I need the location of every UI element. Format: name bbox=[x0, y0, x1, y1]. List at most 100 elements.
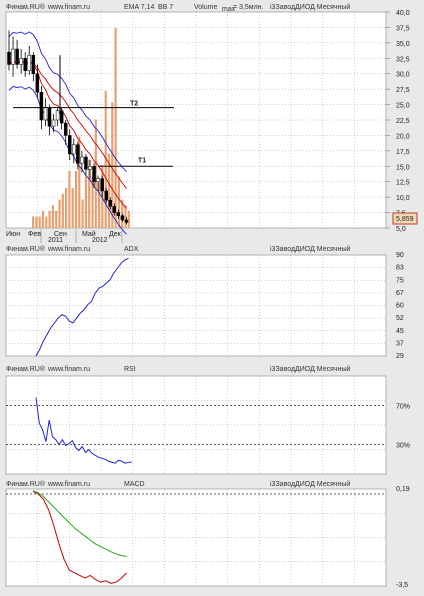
last-price-label: 5,859 bbox=[396, 216, 414, 223]
volume-bar bbox=[117, 176, 120, 228]
adx-y-tick-label: 60 bbox=[396, 303, 404, 310]
candle-body bbox=[27, 54, 31, 71]
candle-body bbox=[43, 107, 48, 121]
candle-body bbox=[96, 178, 100, 182]
price-x-tick-label: Сен bbox=[54, 231, 67, 238]
candle-body bbox=[31, 54, 36, 74]
price-y-tick-label: 32,5 bbox=[396, 56, 410, 63]
year-label-2011: 2011 bbox=[48, 237, 63, 244]
price-ema-label: EMA 7,14 bbox=[124, 4, 154, 11]
volume-bar bbox=[114, 28, 117, 228]
rsi-indicator-label: RSI bbox=[124, 366, 136, 373]
candle-body bbox=[88, 166, 92, 170]
adx-y-tick-label: 75 bbox=[396, 277, 404, 284]
price-title: i3ЗаводДИОД Месячный bbox=[270, 3, 350, 11]
volume-bar bbox=[38, 216, 41, 228]
volume-bar bbox=[81, 199, 84, 228]
price-y-tick-label: 22,5 bbox=[396, 118, 410, 125]
volume-bar bbox=[41, 210, 45, 228]
adx-y-tick-label: 45 bbox=[396, 328, 404, 335]
adx-y-tick-label: 52 bbox=[396, 315, 404, 322]
adx-source: Финам.RU® bbox=[6, 245, 46, 253]
price-y-tick-label: 35,0 bbox=[396, 41, 410, 48]
candle-body bbox=[11, 48, 15, 65]
candle-body bbox=[35, 73, 40, 93]
candle-body bbox=[7, 51, 11, 65]
price-bb-label: BB 7 bbox=[158, 4, 173, 11]
macd-y-tick-bottom: -3,5 bbox=[396, 582, 408, 589]
price-y-tick-label: 20,0 bbox=[396, 133, 410, 140]
price-source: Финам.RU® bbox=[6, 3, 46, 11]
volume-bar bbox=[78, 136, 81, 228]
candle-body bbox=[76, 144, 80, 164]
price-x-tick-label: Май bbox=[82, 230, 96, 238]
price-y-tick-label: 25,0 bbox=[396, 103, 410, 110]
candle-body bbox=[116, 212, 121, 216]
price-y-tick-label: 30,0 bbox=[396, 72, 410, 79]
candle-body bbox=[124, 219, 129, 223]
macd-signal-line bbox=[32, 490, 127, 558]
adx-y-tick-label: 37 bbox=[396, 340, 404, 347]
macd-y-tick-top: 0,19 bbox=[396, 486, 410, 493]
adx-site: www.finam.ru bbox=[47, 246, 90, 253]
volume-bar bbox=[61, 193, 64, 228]
volume-bar bbox=[58, 199, 61, 228]
bb-lower-line bbox=[8, 86, 127, 235]
volume-bar bbox=[121, 199, 124, 228]
volume-bar bbox=[48, 210, 51, 228]
candle-body bbox=[112, 206, 117, 213]
volume-bar bbox=[127, 210, 130, 228]
adx-y-tick-label: 83 bbox=[396, 265, 404, 272]
candle-body bbox=[55, 110, 60, 121]
volume-bar bbox=[98, 182, 101, 228]
price-volume-sub: max bbox=[222, 6, 236, 13]
volume-bar bbox=[107, 153, 111, 228]
candle-body bbox=[84, 156, 88, 170]
bb-upper-line bbox=[8, 31, 127, 172]
adx-title: i3ЗаводДИОД Месячный bbox=[270, 245, 350, 253]
volume-bar bbox=[71, 188, 74, 228]
volume-bar bbox=[45, 216, 48, 228]
price-site: www.finam.ru bbox=[47, 4, 90, 11]
adx-y-tick-label: 67 bbox=[396, 290, 404, 297]
macd-site: www.finam.ru bbox=[47, 481, 90, 488]
candle-body bbox=[51, 119, 56, 127]
candle-body bbox=[19, 58, 23, 65]
volume-bar bbox=[32, 216, 35, 228]
candle-body bbox=[47, 107, 52, 127]
volume-bar bbox=[35, 216, 38, 228]
label-t1: T1 bbox=[138, 157, 146, 164]
adx-line bbox=[35, 257, 129, 357]
rsi-y-tick-label: 70% bbox=[396, 403, 410, 410]
volume-bar bbox=[91, 176, 94, 228]
candle-body bbox=[80, 156, 84, 164]
adx-y-tick-label: 29 bbox=[396, 353, 404, 360]
candle-body bbox=[23, 58, 27, 71]
candle-body bbox=[92, 166, 96, 182]
macd-line bbox=[32, 490, 127, 584]
candle-body bbox=[15, 48, 19, 65]
rsi-site: www.finam.ru bbox=[47, 366, 90, 373]
candle-body bbox=[68, 135, 72, 155]
price-x-tick-label: Дек bbox=[109, 231, 122, 238]
price-y-tick-label: 12,5 bbox=[396, 180, 410, 187]
macd-title: i3ЗаводДИОД Месячный bbox=[270, 480, 350, 488]
price-x-tick-label: Фев bbox=[28, 231, 41, 238]
adx-y-tick-label: 90 bbox=[396, 252, 404, 259]
rsi-source: Финам.RU® bbox=[6, 365, 46, 373]
candle-body bbox=[120, 215, 125, 221]
price-y-tick-label: 5,0 bbox=[396, 226, 406, 233]
year-label-2012: 2012 bbox=[92, 237, 108, 244]
rsi-line bbox=[35, 397, 132, 464]
macd-source: Финам.RU® bbox=[6, 480, 46, 488]
volume-bar bbox=[104, 90, 107, 228]
price-y-tick-label: 17,5 bbox=[396, 149, 410, 156]
adx-indicator-label: ADX bbox=[124, 246, 139, 253]
price-y-tick-label: 40,0 bbox=[396, 10, 410, 17]
price-volume-value: = 3,5млн. bbox=[233, 4, 264, 11]
price-y-tick-label: 15,0 bbox=[396, 164, 410, 171]
volume-bar bbox=[124, 205, 127, 228]
price-y-tick-label: 37,5 bbox=[396, 25, 410, 32]
candle-body bbox=[100, 178, 104, 192]
